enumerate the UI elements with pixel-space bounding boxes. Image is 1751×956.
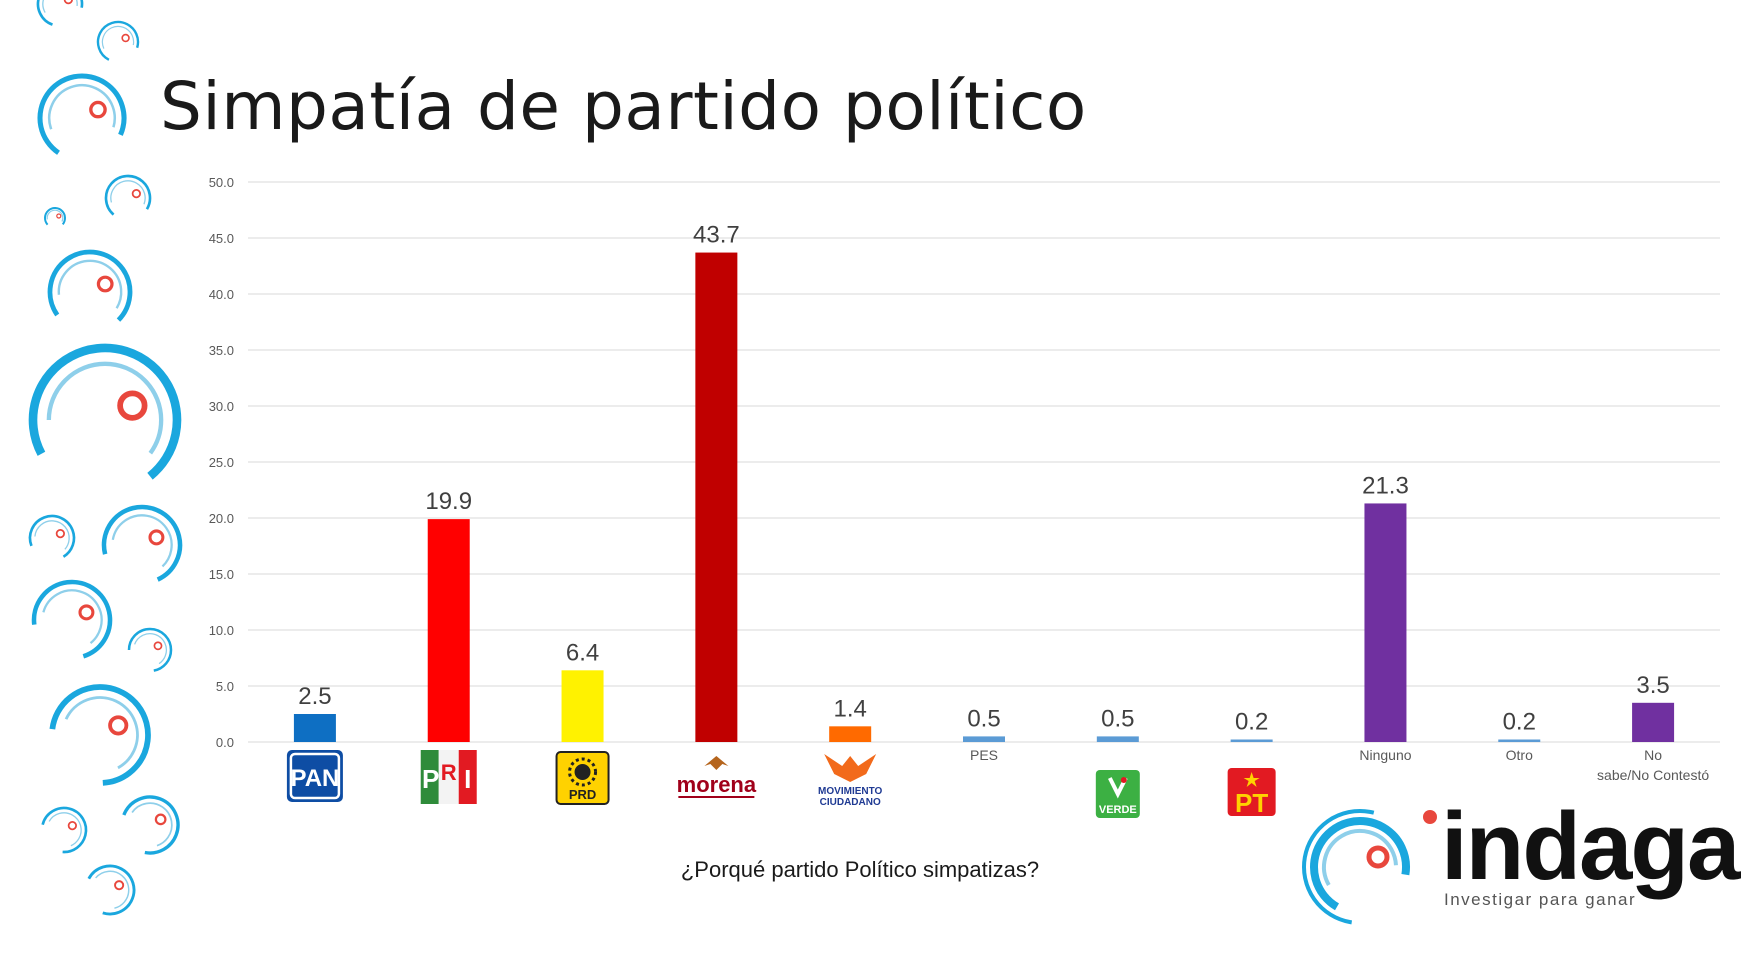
data-label: 0.2 (1235, 709, 1268, 736)
pri-logo-letter-r: R (441, 760, 457, 785)
decorative-circle-icon (31, 579, 113, 661)
chart-gridlines: 0.0 5.0 10.0 15.0 20.0 25.0 30.0 35.0 40.0 45.0 50… (209, 175, 1720, 750)
prd-logo-icon: PRD (555, 751, 610, 805)
category-label: Otro (1506, 747, 1533, 763)
decorative-circle-icon (36, 0, 84, 28)
y-tick-label: 20.0 (209, 511, 234, 526)
brand-tagline: Investigar para ganar (1444, 890, 1637, 909)
pri-logo-letter-i: I (464, 764, 471, 794)
decorative-circle-icon (44, 207, 66, 229)
decorative-circle-icon (40, 806, 88, 854)
y-tick-label: 45.0 (209, 231, 234, 246)
y-tick-label: 40.0 (209, 287, 234, 302)
category-label: Ninguno (1359, 747, 1411, 763)
mc-logo-line2: CIUDADANO (820, 797, 881, 808)
bar-morena (695, 252, 738, 742)
morena-logo-icon: morena (677, 756, 757, 798)
category-label: PES (970, 747, 998, 763)
pt-logo-icon: PT (1227, 768, 1276, 818)
y-tick-label: 50.0 (209, 175, 234, 190)
pan-logo-icon: PAN (286, 750, 343, 802)
y-tick-label: 35.0 (209, 343, 234, 358)
prd-logo-text: PRD (569, 787, 596, 802)
data-label: 0.2 (1503, 709, 1536, 736)
decorative-circle-icon (104, 174, 152, 222)
y-tick-label: 0.0 (216, 735, 234, 750)
bar-pes (963, 736, 1005, 742)
bar-pri (427, 519, 470, 742)
decorative-circle-icon (28, 514, 76, 562)
decorative-circle-icon (120, 795, 180, 855)
y-tick-label: 5.0 (216, 679, 234, 694)
brand-name: indaga (1441, 793, 1740, 900)
data-label: 2.5 (298, 683, 331, 710)
data-label: 43.7 (693, 222, 740, 249)
verde-logo-text: VERDE (1099, 804, 1137, 816)
pt-logo-text: PT (1235, 788, 1268, 818)
bar-otro (1498, 739, 1541, 742)
decorative-circle-icon (37, 73, 127, 163)
y-tick-label: 30.0 (209, 399, 234, 414)
pan-logo-text: PAN (290, 765, 339, 792)
data-label: 21.3 (1362, 472, 1409, 499)
chart-bars (293, 252, 1675, 742)
decorative-circle-icon (96, 20, 140, 64)
data-label: 1.4 (833, 695, 866, 722)
verde-logo-icon: VERDE (1095, 770, 1140, 818)
decorative-circle-icon (101, 504, 183, 586)
movimiento-ciudadano-logo-icon: MOVIMIENTO CIUDADANO (818, 754, 883, 808)
decorative-circle-icon (49, 684, 151, 786)
data-label: 0.5 (1101, 705, 1134, 732)
bar-pan (293, 714, 336, 742)
y-tick-label: 25.0 (209, 455, 234, 470)
x-axis-title: ¿Porqué partido Político simpatizas? (680, 857, 1040, 882)
data-label: 6.4 (566, 639, 599, 666)
data-label: 19.9 (425, 488, 472, 515)
pri-logo-letter-p: P (422, 764, 439, 794)
category-label: sabe/No Contestó (1597, 767, 1709, 783)
morena-logo-text: morena (677, 772, 757, 797)
indaga-brand: indaga Investigar para ganar (1298, 799, 1740, 925)
data-label: 0.5 (967, 705, 1000, 732)
chart-data-labels: 2.5 19.9 6.4 43.7 1.4 0.5 0.5 0.2 21.3 0.2 3.5 (298, 222, 1670, 736)
bar-verde (1096, 736, 1139, 742)
bar-no-sabe-no-contest- (1632, 702, 1675, 742)
category-label: No (1644, 747, 1662, 763)
decorative-circle-icon (47, 249, 133, 335)
y-tick-label: 10.0 (209, 623, 234, 638)
bar-pt (1230, 739, 1273, 742)
decorative-circle-icon (127, 627, 173, 673)
decorative-circles (28, 0, 183, 916)
y-tick-label: 15.0 (209, 567, 234, 582)
mc-logo-line1: MOVIMIENTO (818, 786, 882, 797)
bar-ninguno (1364, 503, 1407, 742)
decorative-circle-icon (84, 864, 136, 916)
bar-prd (561, 670, 604, 742)
pri-logo-icon: P R I (420, 750, 477, 804)
indaga-circle-logo-icon (1302, 809, 1437, 925)
bar-movimiento-ciudadano (829, 726, 872, 742)
decorative-circle-icon (28, 343, 182, 497)
data-label: 3.5 (1636, 672, 1669, 699)
page-title: Simpatía de partido político (160, 68, 1087, 145)
